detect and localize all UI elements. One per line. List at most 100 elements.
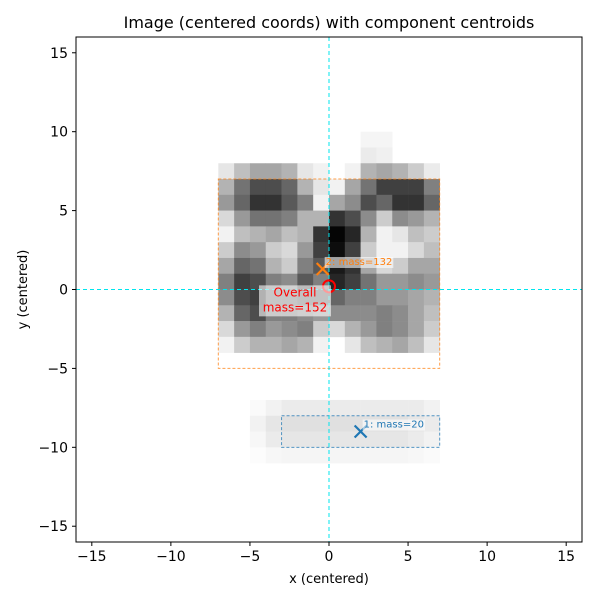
heatmap-cell: [329, 273, 346, 290]
heatmap-cell: [392, 210, 409, 227]
heatmap-cell: [265, 179, 282, 196]
heatmap-cell: [344, 336, 361, 353]
heatmap-cell: [281, 226, 298, 243]
heatmap-cell: [344, 226, 361, 243]
heatmap-cell: [297, 415, 314, 432]
heatmap-cell: [297, 210, 314, 227]
y-tick-label: 10: [50, 125, 68, 141]
heatmap-cell: [281, 447, 298, 464]
heatmap-cell: [249, 447, 267, 464]
heatmap-cell: [423, 257, 440, 275]
heatmap-cell: [218, 336, 235, 353]
heatmap-cell: [344, 163, 361, 180]
heatmap-cell: [249, 194, 267, 211]
heatmap-cell: [423, 210, 440, 227]
heatmap-cell: [423, 194, 440, 211]
heatmap-cell: [313, 194, 330, 211]
heatmap-cell: [344, 289, 361, 306]
component-1-annotation: 1: mass=20: [364, 420, 424, 431]
x-tick-label: −10: [156, 549, 186, 565]
heatmap-cell: [376, 321, 393, 338]
heatmap-cell: [234, 273, 251, 290]
heatmap-cell: [408, 305, 425, 322]
heatmap-cell: [408, 163, 425, 180]
heatmap-cell: [344, 399, 361, 417]
heatmap-cell: [297, 447, 314, 464]
heatmap-cell: [376, 194, 393, 211]
x-tick-label: −15: [77, 549, 107, 565]
heatmap-cell: [423, 336, 440, 353]
heatmap-cell: [218, 321, 235, 338]
annotation-background: [362, 419, 425, 431]
x-tick-label: 5: [404, 549, 413, 565]
heatmap-cell: [265, 399, 282, 417]
x-tick-label: −5: [240, 549, 261, 565]
heatmap-cell: [360, 399, 377, 417]
heatmap-cell: [408, 179, 425, 196]
y-tick-label: 0: [59, 283, 68, 299]
heatmap-cell: [392, 447, 409, 464]
heatmap-cell: [423, 163, 440, 180]
heatmap-cell: [281, 179, 298, 196]
heatmap-cell: [344, 242, 361, 259]
y-tick-label: 15: [50, 46, 68, 62]
heatmap-cell: [281, 399, 298, 417]
heatmap-cell: [376, 147, 393, 164]
heatmap-cell: [329, 289, 346, 306]
heatmap-cell: [265, 447, 282, 464]
heatmap-cell: [281, 415, 298, 432]
heatmap-cell: [360, 210, 377, 227]
y-tick-label: −5: [47, 361, 68, 377]
heatmap-cell: [297, 399, 314, 417]
heatmap-cell: [249, 163, 267, 180]
heatmap-cell: [344, 447, 361, 464]
heatmap-cell: [218, 257, 235, 275]
heatmap-cell: [344, 194, 361, 211]
heatmap-cell: [218, 305, 235, 322]
heatmap-cell: [234, 163, 251, 180]
heatmap-cell: [249, 336, 267, 353]
heatmap-cell: [249, 257, 267, 275]
heatmap-cell: [408, 321, 425, 338]
heatmap-cell: [423, 242, 440, 259]
heatmap-cell: [360, 273, 377, 290]
x-tick-label: 15: [557, 549, 575, 565]
heatmap-cell: [234, 257, 251, 275]
heatmap-cell: [249, 431, 267, 448]
heatmap-cell: [313, 242, 330, 259]
heatmap-cell: [376, 179, 393, 196]
heatmap-cell: [344, 305, 361, 322]
heatmap-cell: [234, 210, 251, 227]
chart-title: Image (centered coords) with component c…: [124, 13, 535, 32]
heatmap-cell: [281, 321, 298, 338]
heatmap-cell: [376, 163, 393, 180]
heatmap-cell: [249, 226, 267, 243]
heatmap-cell: [376, 305, 393, 322]
y-tick-label: −10: [38, 440, 68, 456]
heatmap-cell: [360, 194, 377, 211]
heatmap-cell: [297, 179, 314, 196]
heatmap-cell: [313, 431, 330, 448]
heatmap-cell: [249, 242, 267, 259]
heatmap-cell: [376, 336, 393, 353]
heatmap-cell: [408, 226, 425, 243]
heatmap-cell: [265, 415, 282, 432]
heatmap-cell: [376, 210, 393, 227]
heatmap-cell: [281, 242, 298, 259]
heatmap-cell: [329, 242, 346, 259]
heatmap-cell: [329, 210, 346, 227]
heatmap-cell: [329, 194, 346, 211]
heatmap-cell: [249, 321, 267, 338]
heatmap-cell: [281, 257, 298, 275]
heatmap-cell: [297, 336, 314, 353]
annotation-background: [324, 256, 394, 268]
heatmap-cell: [297, 431, 314, 448]
heatmap-cell: [329, 415, 346, 432]
heatmap-cell: [265, 163, 282, 180]
heatmap-cell: [360, 226, 377, 243]
heatmap-cell: [423, 273, 440, 290]
heatmap-cell: [265, 210, 282, 227]
overall-annotation-background: [259, 285, 331, 317]
heatmap-cell: [392, 321, 409, 338]
